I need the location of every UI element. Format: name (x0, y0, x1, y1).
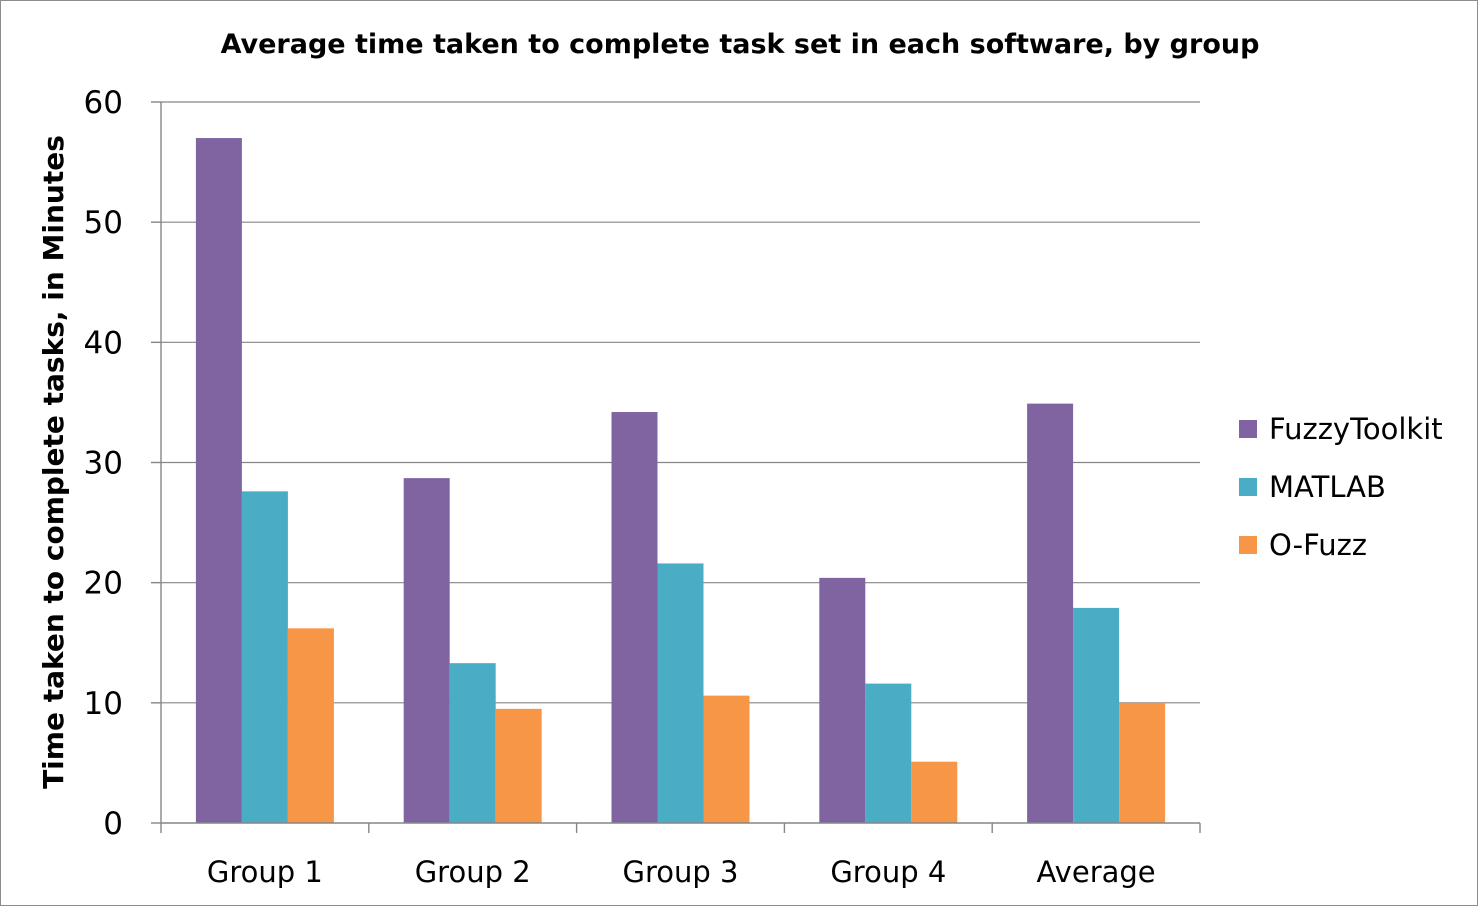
x-tick-label-average: Average (1037, 855, 1156, 889)
bar-o-fuzz-group-3 (703, 695, 750, 823)
axes: 0 10 20 30 40 50 60 Group 1 Group 2 Group 3 Group … (84, 85, 1201, 889)
y-tick-label: 0 (103, 806, 123, 842)
y-tick-label: 30 (84, 446, 123, 482)
bar-o-fuzz-group-4 (911, 761, 958, 823)
x-tick-label-group-3: Group 3 (623, 855, 739, 889)
y-tick-label: 20 (84, 566, 123, 602)
y-tick-label: 60 (84, 85, 123, 121)
bar-matlab-group-2 (449, 663, 496, 823)
legend-label-fuzzytoolkit: FuzzyToolkit (1269, 412, 1443, 446)
bar-matlab-group-3 (657, 563, 704, 823)
x-tick-label-group-4: Group 4 (830, 855, 946, 889)
bar-matlab-group-1 (241, 491, 288, 823)
bar-matlab-average (1073, 607, 1120, 823)
x-tick-label-group-2: Group 2 (415, 855, 531, 889)
y-axis-label: Time taken to complete tasks, in Minutes (37, 135, 70, 789)
y-tick-label: 10 (84, 686, 123, 722)
legend-swatch-matlab (1239, 478, 1257, 496)
legend: FuzzyToolkit MATLAB O-Fuzz (1239, 412, 1443, 562)
legend-label-matlab: MATLAB (1269, 470, 1386, 504)
bar-o-fuzz-group-2 (495, 708, 542, 823)
legend-label-o-fuzz: O-Fuzz (1269, 528, 1367, 562)
legend-swatch-o-fuzz (1239, 536, 1257, 554)
bars (195, 138, 1166, 824)
x-tick-label-group-1: Group 1 (207, 855, 323, 889)
bar-fuzzytoolkit-group-2 (403, 478, 450, 823)
bar-fuzzytoolkit-group-4 (819, 577, 866, 823)
bar-o-fuzz-group-1 (287, 628, 334, 823)
bar-matlab-group-4 (865, 683, 912, 823)
gridlines (161, 101, 1200, 704)
y-tick-label: 50 (84, 205, 123, 241)
y-tick-label: 40 (84, 325, 123, 361)
legend-swatch-fuzzytoolkit (1239, 420, 1257, 438)
bar-fuzzytoolkit-group-3 (611, 412, 658, 823)
bar-fuzzytoolkit-group-1 (195, 138, 242, 824)
bar-o-fuzz-average (1119, 702, 1166, 823)
bar-fuzzytoolkit-average (1027, 403, 1074, 823)
chart-title: Average time taken to complete task set … (221, 29, 1260, 60)
